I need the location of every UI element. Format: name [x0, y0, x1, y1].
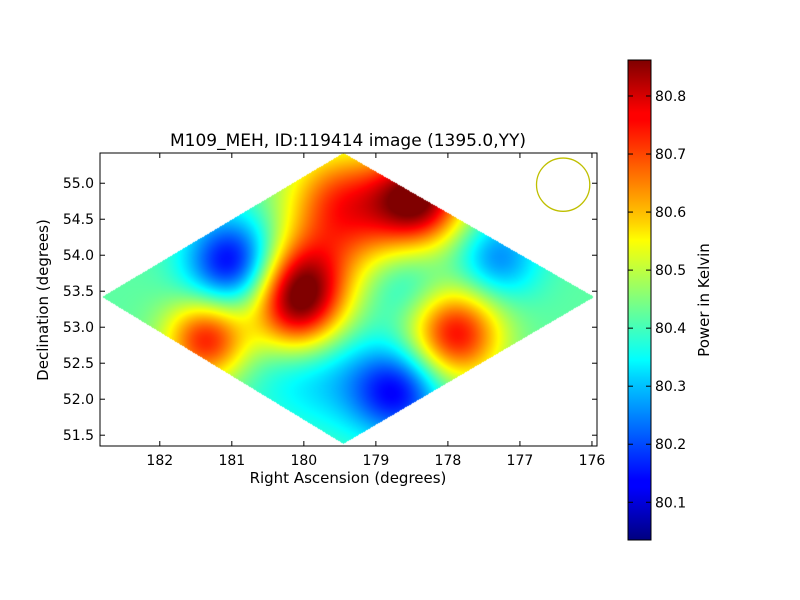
- x-tick-label: 179: [363, 453, 390, 469]
- colorbar: 80.1 80.2 80.3 80.4 80.5 80.6 80.7 80.8 Power i…: [627, 59, 713, 541]
- colorbar-tick-label: 80.6: [655, 205, 686, 221]
- y-tick-label: 51.5: [63, 428, 94, 444]
- colorbar-tick-label: 80.1: [655, 495, 686, 511]
- y-axis-label: Declination (degrees): [34, 219, 52, 381]
- colorbar-ticks: 80.1 80.2 80.3 80.4 80.5 80.6 80.7 80.8: [628, 89, 686, 511]
- x-tick-label: 180: [290, 453, 317, 469]
- y-axis-ticks: 51.5 52.0 52.5 53.0 53.5 54.0 54.5 55.0: [63, 176, 597, 444]
- colorbar-tick-label: 80.8: [655, 89, 686, 105]
- x-tick-label: 181: [218, 453, 245, 469]
- beam-ellipse: [535, 157, 591, 212]
- colorbar-label: Power in Kelvin: [695, 243, 713, 357]
- chart-title: M109_MEH, ID:119414 image (1395.0,YY): [170, 131, 526, 151]
- x-axis-label: Right Ascension (degrees): [250, 469, 447, 487]
- y-tick-label: 53.0: [63, 320, 94, 336]
- y-tick-label: 53.5: [63, 284, 94, 300]
- y-tick-label: 52.5: [63, 356, 94, 372]
- colorbar-tick-label: 80.4: [655, 321, 686, 337]
- colorbar-gradient: [627, 59, 652, 541]
- x-tick-label: 177: [507, 453, 534, 469]
- heatmap-image: [100, 153, 597, 446]
- colorbar-tick-label: 80.5: [655, 263, 686, 279]
- colorbar-tick-label: 80.7: [655, 147, 686, 163]
- y-tick-label: 54.5: [63, 212, 94, 228]
- y-tick-label: 52.0: [63, 392, 94, 408]
- x-tick-label: 176: [579, 453, 606, 469]
- colorbar-tick-label: 80.3: [655, 379, 686, 395]
- x-axis-ticks: 182 181 180 179 178 177 176: [146, 153, 605, 469]
- colorbar-tick-label: 80.2: [655, 437, 686, 453]
- y-tick-label: 55.0: [63, 176, 94, 192]
- x-tick-label: 178: [435, 453, 462, 469]
- x-tick-label: 182: [146, 453, 173, 469]
- y-tick-label: 54.0: [63, 248, 94, 264]
- plot-frame: [99, 152, 598, 447]
- heatmap-area: [100, 153, 597, 446]
